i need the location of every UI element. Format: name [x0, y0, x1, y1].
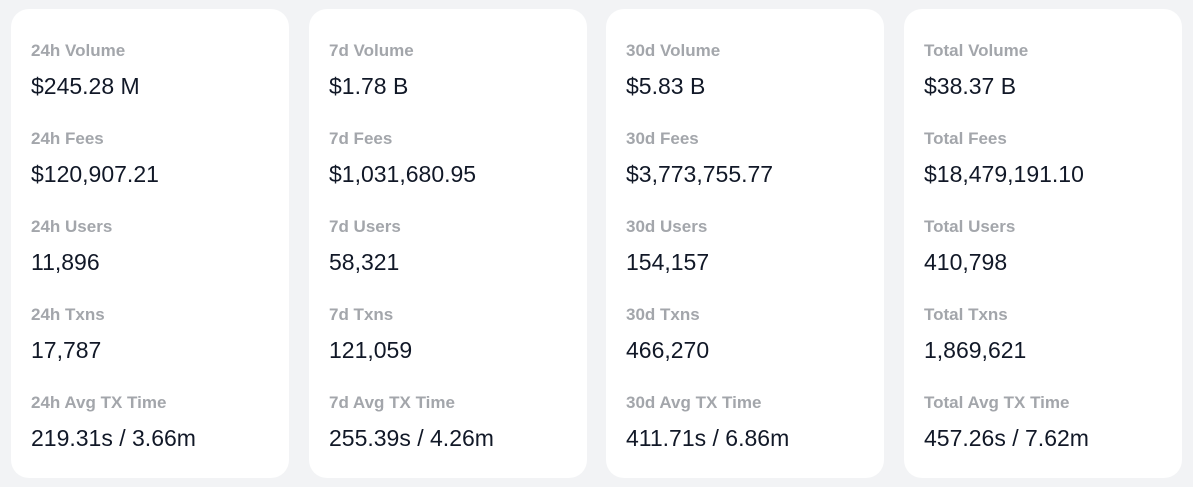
stat-label: 7d Volume	[329, 41, 414, 60]
stat-label: 24h Fees	[31, 129, 104, 148]
stat-label: 24h Volume	[31, 41, 126, 60]
stat-volume: 24h Volume $245.28 M	[31, 41, 289, 129]
stat-value: $245.28 M	[31, 73, 140, 99]
stat-label: 30d Users	[626, 217, 708, 236]
stat-users: Total Users 410,798	[924, 217, 1182, 305]
stat-label: 24h Txns	[31, 305, 105, 324]
stat-users: 24h Users 11,896	[31, 217, 289, 305]
stat-avg-tx-time: 24h Avg TX Time 219.31s / 3.66m	[31, 393, 289, 481]
stat-avg-tx-time: Total Avg TX Time 457.26s / 7.62m	[924, 393, 1182, 481]
stat-volume: Total Volume $38.37 B	[924, 41, 1182, 129]
stat-value: 17,787	[31, 337, 102, 363]
stat-label: 24h Users	[31, 217, 113, 236]
stat-avg-tx-time: 7d Avg TX Time 255.39s / 4.26m	[329, 393, 587, 481]
stat-value: $1,031,680.95	[329, 161, 477, 187]
stat-txns: Total Txns 1,869,621	[924, 305, 1182, 393]
stat-avg-tx-time: 30d Avg TX Time 411.71s / 6.86m	[626, 393, 884, 481]
stat-label: 30d Avg TX Time	[626, 393, 762, 412]
stat-txns: 7d Txns 121,059	[329, 305, 587, 393]
stat-fees: Total Fees $18,479,191.10	[924, 129, 1182, 217]
stat-value: $1.78 B	[329, 73, 409, 99]
stat-value: 411.71s / 6.86m	[626, 425, 790, 451]
stats-card-total: Total Volume $38.37 B Total Fees $18,479…	[904, 9, 1182, 478]
stat-users: 30d Users 154,157	[626, 217, 884, 305]
stat-label: Total Users	[924, 217, 1016, 236]
stat-value: 1,869,621	[924, 337, 1027, 363]
stat-volume: 7d Volume $1.78 B	[329, 41, 587, 129]
stat-value: 121,059	[329, 337, 413, 363]
stat-value: $18,479,191.10	[924, 161, 1084, 187]
stat-fees: 7d Fees $1,031,680.95	[329, 129, 587, 217]
stat-label: Total Avg TX Time	[924, 393, 1070, 412]
stat-fees: 24h Fees $120,907.21	[31, 129, 289, 217]
stat-value: 11,896	[31, 249, 100, 275]
stat-label: 7d Users	[329, 217, 401, 236]
stat-label: 24h Avg TX Time	[31, 393, 167, 412]
stat-label: Total Txns	[924, 305, 1008, 324]
stat-value: $5.83 B	[626, 73, 706, 99]
stat-value: 219.31s / 3.66m	[31, 425, 196, 451]
stats-card-7d: 7d Volume $1.78 B 7d Fees $1,031,680.95 …	[309, 9, 587, 478]
stat-value: 466,270	[626, 337, 710, 363]
stats-card-24h: 24h Volume $245.28 M 24h Fees $120,907.2…	[11, 9, 289, 478]
stat-label: Total Fees	[924, 129, 1007, 148]
stat-value: $3,773,755.77	[626, 161, 774, 187]
stat-label: Total Volume	[924, 41, 1029, 60]
stats-card-30d: 30d Volume $5.83 B 30d Fees $3,773,755.7…	[606, 9, 884, 478]
stat-txns: 30d Txns 466,270	[626, 305, 884, 393]
stat-value: 255.39s / 4.26m	[329, 425, 494, 451]
stat-value: 457.26s / 7.62m	[924, 425, 1089, 451]
stat-value: 410,798	[924, 249, 1008, 275]
stat-label: 30d Fees	[626, 129, 699, 148]
stat-users: 7d Users 58,321	[329, 217, 587, 305]
stat-value: $38.37 B	[924, 73, 1017, 99]
stat-label: 30d Volume	[626, 41, 721, 60]
stat-label: 7d Fees	[329, 129, 393, 148]
stat-value: 58,321	[329, 249, 400, 275]
stat-label: 7d Avg TX Time	[329, 393, 455, 412]
stat-fees: 30d Fees $3,773,755.77	[626, 129, 884, 217]
stat-volume: 30d Volume $5.83 B	[626, 41, 884, 129]
stat-value: 154,157	[626, 249, 710, 275]
stat-value: $120,907.21	[31, 161, 159, 187]
stat-label: 7d Txns	[329, 305, 394, 324]
stat-txns: 24h Txns 17,787	[31, 305, 289, 393]
stat-label: 30d Txns	[626, 305, 700, 324]
